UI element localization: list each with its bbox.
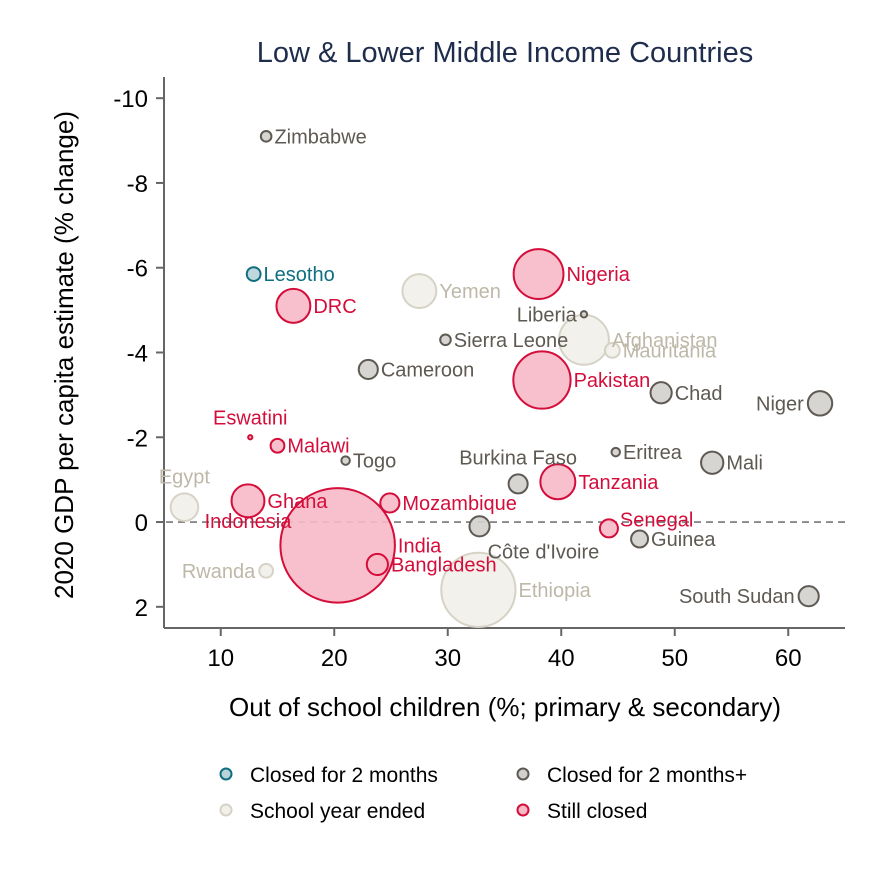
data-points	[169, 130, 834, 628]
point-cameroon	[357, 358, 379, 380]
legend-label: Still closed	[547, 800, 647, 823]
point-mali	[700, 450, 725, 475]
point-label: Tanzania	[578, 472, 659, 494]
x-tick-label: 40	[548, 645, 575, 672]
chart-title: Low & Lower Middle Income Countries	[257, 37, 753, 69]
point-lesotho	[245, 266, 262, 282]
point-label: South Sudan	[679, 586, 795, 608]
point-label: Guinea	[651, 529, 716, 551]
point-label: Côte d'Ivoire	[488, 541, 600, 563]
point-label: Sierra Leone	[454, 330, 569, 352]
point-label: Zimbabwe	[274, 126, 366, 148]
legend: Closed for 2 months Closed for 2 months+ S…	[219, 764, 747, 823]
point-india	[279, 487, 396, 604]
point-label: Yemen	[439, 281, 501, 303]
point-eritrea	[610, 446, 621, 458]
point-label: Chad	[675, 383, 723, 405]
point-label: Mali	[726, 453, 763, 475]
point-label: Niger	[756, 393, 804, 415]
point-label: Liberia	[517, 304, 578, 326]
y-tick-label: -6	[127, 256, 148, 283]
point-label: Malawi	[287, 436, 349, 458]
point-tanzania	[539, 463, 577, 501]
point-malawi	[269, 437, 286, 454]
legend-marker	[516, 803, 530, 817]
point-nigeria	[512, 248, 565, 300]
y-tick-label: 2	[135, 595, 148, 622]
x-tick-label: 60	[775, 645, 802, 672]
point-label: Ethiopia	[518, 580, 591, 602]
point-burkina-faso	[507, 473, 529, 495]
point-liberia	[579, 310, 589, 319]
y-tick-label: -4	[127, 341, 148, 368]
legend-marker	[219, 767, 233, 781]
point-yemen	[401, 273, 438, 310]
point-label: Bangladesh	[391, 554, 497, 576]
point-eswatini	[247, 434, 254, 441]
point-south-sudan	[797, 585, 820, 608]
point-label: Egypt	[159, 466, 211, 488]
legend-marker	[516, 767, 530, 781]
point-sierra-leone	[439, 333, 452, 347]
point-senegal	[598, 518, 619, 539]
point-guinea	[630, 529, 650, 549]
point-label: Rwanda	[182, 561, 256, 583]
y-tick-label: -8	[127, 171, 148, 198]
point-label: Mauritania	[623, 340, 717, 362]
x-tick-label: 10	[207, 645, 234, 672]
point-c-te-d-ivoire	[468, 515, 491, 538]
y-tick-label: -10	[113, 86, 148, 113]
point-label: Ghana	[267, 491, 328, 513]
y-tick-label: 0	[135, 510, 148, 537]
point-label: Afghanistan	[612, 330, 718, 352]
point-drc	[275, 287, 312, 324]
point-label: Lesotho	[264, 264, 335, 286]
point-labels: Zimbabwe Lesotho DRC Yemen Nigeria Liberia Sie…	[159, 126, 804, 608]
legend-marker	[219, 803, 233, 817]
x-tick-label: 50	[661, 645, 688, 672]
point-label: Cameroon	[381, 359, 474, 381]
point-ghana	[230, 483, 266, 519]
point-egypt	[169, 492, 200, 522]
point-label: DRC	[313, 296, 356, 318]
point-mauritania	[603, 341, 621, 359]
point-label: India	[398, 535, 442, 557]
point-mozambique	[379, 492, 401, 514]
y-tick-label: -2	[127, 425, 148, 452]
point-label: Nigeria	[566, 264, 630, 286]
point-label: Mozambique	[402, 493, 517, 515]
axes: 10 20 30 40 50 60 -10 -8 -6 -4 -2 0 2	[113, 77, 845, 672]
point-rwanda	[258, 562, 275, 579]
point-label: Togo	[353, 451, 396, 473]
x-tick-label: 30	[434, 645, 461, 672]
point-chad	[649, 381, 673, 405]
x-axis-label: Out of school children (%; primary & sec…	[229, 692, 781, 722]
point-label: Indonesia	[205, 511, 293, 533]
point-label: Senegal	[620, 509, 693, 531]
point-zimbabwe	[259, 130, 273, 143]
point-pakistan	[512, 350, 572, 410]
legend-label: Closed for 2 months	[250, 764, 438, 787]
point-togo	[340, 455, 351, 466]
point-ethiopia	[440, 551, 517, 628]
legend-label: Closed for 2 months+	[547, 764, 747, 787]
x-tick-label: 20	[321, 645, 348, 672]
point-label: Pakistan	[574, 370, 651, 392]
point-niger	[806, 390, 834, 417]
point-label: Burkina Faso	[459, 447, 577, 469]
point-bangladesh	[365, 552, 389, 577]
point-label: Eswatini	[213, 407, 287, 429]
y-axis-label: 2020 GDP per capita estimate (% change)	[49, 111, 79, 599]
point-label: Eritrea	[623, 442, 683, 464]
legend-label: School year ended	[250, 800, 425, 823]
